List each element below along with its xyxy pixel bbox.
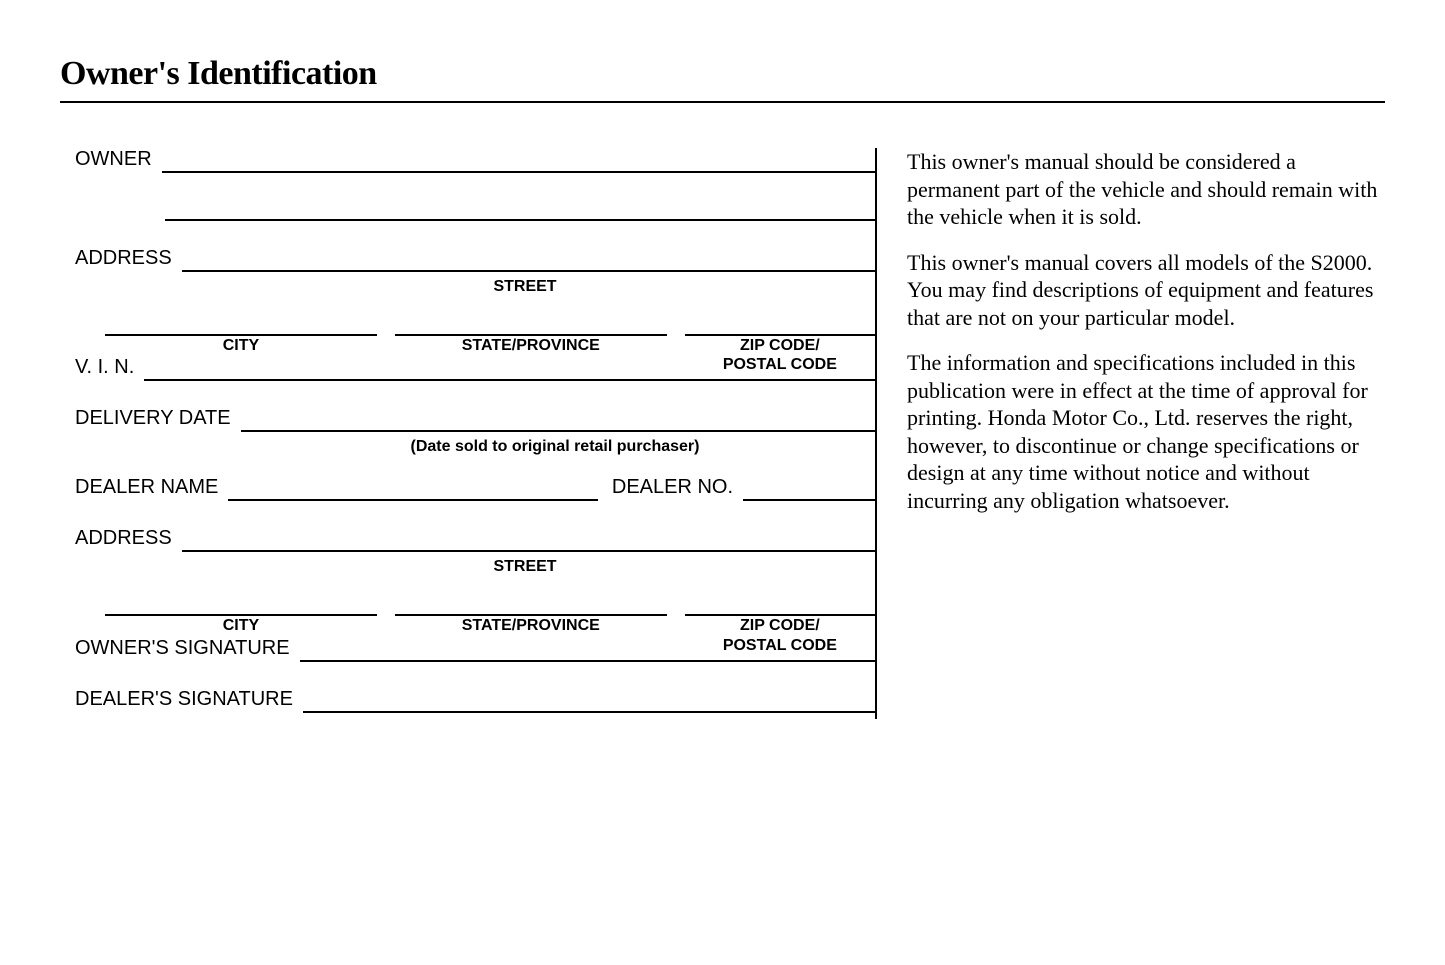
address-street-line[interactable]: [182, 250, 875, 272]
street-sublabel: STREET: [75, 278, 875, 296]
dealer-name-row: DEALER NAME DEALER NO.: [75, 476, 875, 501]
owner-row-2: [75, 199, 875, 221]
owner-row: OWNER: [75, 148, 875, 173]
delivery-date-hint: (Date sold to original retail purchaser): [75, 438, 875, 456]
dealer-city-line[interactable]: [105, 594, 377, 616]
address-row: ADDRESS: [75, 247, 875, 272]
dealer-street-line[interactable]: [182, 530, 875, 552]
dealer-signature-line[interactable]: [303, 691, 875, 713]
dealer-name-line[interactable]: [228, 479, 598, 501]
paragraph-3: The information and specifications inclu…: [907, 349, 1385, 514]
dealer-signature-label: DEALER'S SIGNATURE: [75, 688, 303, 713]
form-column: OWNER ADDRESS STREET CITY STATE/PROVINCE…: [60, 148, 875, 719]
dealer-signature-row: DEALER'S SIGNATURE: [75, 688, 875, 713]
dealer-street-sublabel: STREET: [75, 558, 875, 576]
dealer-street-sublabel-row: STREET: [75, 558, 875, 576]
delivery-date-row: DELIVERY DATE: [75, 407, 875, 432]
dealer-address-label: ADDRESS: [75, 527, 182, 552]
content-area: OWNER ADDRESS STREET CITY STATE/PROVINCE…: [60, 148, 1385, 719]
dealer-address-row: ADDRESS: [75, 527, 875, 552]
delivery-date-line[interactable]: [241, 410, 875, 432]
delivery-date-label: DELIVERY DATE: [75, 407, 241, 432]
text-column: This owner's manual should be considered…: [875, 148, 1385, 719]
paragraph-1: This owner's manual should be considered…: [907, 148, 1385, 231]
owner-signature-label: OWNER'S SIGNATURE: [75, 637, 300, 662]
dealer-no-line[interactable]: [743, 479, 875, 501]
owner-input-line-2[interactable]: [165, 199, 875, 221]
dealer-state-line[interactable]: [395, 594, 667, 616]
page-title: Owner's Identification: [60, 55, 1385, 93]
vin-row: V. I. N.: [75, 356, 875, 381]
vin-label: V. I. N.: [75, 356, 144, 381]
paragraph-2: This owner's manual covers all models of…: [907, 249, 1385, 332]
street-sublabel-row: STREET: [75, 278, 875, 296]
dealer-zip-line[interactable]: [685, 594, 875, 616]
owner-label: OWNER: [75, 148, 162, 173]
address-label: ADDRESS: [75, 247, 182, 272]
dealer-no-label: DEALER NO.: [598, 476, 743, 501]
title-divider: [60, 101, 1385, 103]
owner-input-line[interactable]: [162, 151, 875, 173]
city-state-zip-row: [75, 314, 875, 336]
city-line[interactable]: [105, 314, 377, 336]
owner-signature-line[interactable]: [300, 640, 875, 662]
owner-signature-row: OWNER'S SIGNATURE: [75, 637, 875, 662]
zip-line[interactable]: [685, 314, 875, 336]
state-line[interactable]: [395, 314, 667, 336]
dealer-city-state-zip-row: [75, 594, 875, 616]
dealer-name-label: DEALER NAME: [75, 476, 228, 501]
vin-line[interactable]: [144, 359, 875, 381]
